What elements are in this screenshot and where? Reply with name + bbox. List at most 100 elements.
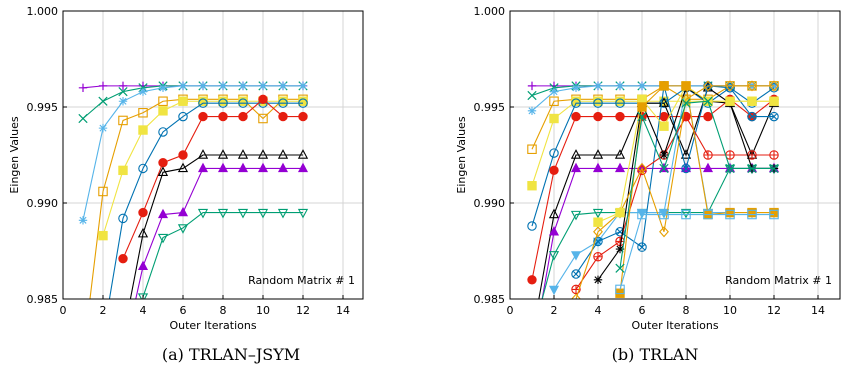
x-tick-label: 4 xyxy=(595,304,602,317)
data-point-s3-5 xyxy=(158,83,168,92)
series-group xyxy=(78,81,309,340)
chart-annotation: Random Matrix # 1 xyxy=(725,274,832,287)
series-line-18 xyxy=(619,100,774,269)
data-point-s10-3 xyxy=(570,210,582,221)
data-point-s5-10 xyxy=(278,96,288,106)
data-point-s18-6 xyxy=(725,163,735,174)
x-axis-label: Outer Iterations xyxy=(631,319,718,332)
data-point-s16-8 xyxy=(747,96,757,106)
data-point-s1-2 xyxy=(98,81,108,91)
series-group xyxy=(527,80,780,299)
data-point-s6-5 xyxy=(178,111,188,122)
data-point-s12-10 xyxy=(769,111,779,122)
data-point-s5-2 xyxy=(549,113,559,124)
data-point-s3-7 xyxy=(198,81,208,91)
data-point-s6-1 xyxy=(527,221,537,231)
data-point-s13-2 xyxy=(593,252,603,262)
data-point-s2-2 xyxy=(98,96,108,106)
data-point-s15-7 xyxy=(703,80,713,92)
data-point-s17-7 xyxy=(747,207,757,218)
axis-ticks: 0 2 4 6 8 10 12 14 0.985 0.990 0.995 1.000 xyxy=(474,5,826,317)
data-point-s19-5 xyxy=(703,209,713,220)
data-point-s9-9 xyxy=(277,162,289,173)
data-point-s12-9 xyxy=(747,111,757,122)
data-point-s11-1 xyxy=(548,285,560,296)
data-point-s10-7 xyxy=(257,208,269,219)
data-point-s3-11 xyxy=(278,81,288,91)
series-line-2 xyxy=(82,85,303,119)
data-point-s1-1 xyxy=(78,83,88,92)
series-line-2 xyxy=(531,85,774,96)
caption-a: (a) TRLAN–JSYM xyxy=(161,345,301,364)
data-point-s8-8 xyxy=(257,149,269,159)
y-tick-label: 1.000 xyxy=(474,5,506,18)
y-tick-label: 0.985 xyxy=(474,293,506,306)
data-point-s6-4 xyxy=(593,98,603,108)
data-point-s6-11 xyxy=(298,98,308,108)
data-point-s5-5 xyxy=(615,96,625,106)
data-point-s6-3 xyxy=(138,163,148,174)
data-point-s4-2 xyxy=(549,96,559,106)
data-point-s19-4 xyxy=(681,209,691,220)
x-tick-label: 2 xyxy=(551,304,558,317)
series-line-10 xyxy=(541,167,774,299)
data-point-s4-1 xyxy=(527,144,537,154)
data-point-s13-8 xyxy=(725,150,735,160)
data-point-s2-3 xyxy=(118,87,128,97)
data-point-s10-1 xyxy=(137,293,149,299)
data-point-s19-1 xyxy=(615,284,625,295)
series-line-6 xyxy=(108,102,303,299)
data-point-s3-6 xyxy=(637,81,647,91)
data-point-s15-9 xyxy=(747,80,757,92)
x-tick-label: 6 xyxy=(180,304,187,317)
data-point-s4-3 xyxy=(118,115,128,126)
data-point-s10-8 xyxy=(680,208,692,219)
data-point-s7-8 xyxy=(258,94,268,105)
series-line-12 xyxy=(575,85,774,275)
series-line-8 xyxy=(538,86,775,299)
data-point-s3-3 xyxy=(571,83,581,92)
data-point-s17-4 xyxy=(681,81,691,91)
data-point-s10-10 xyxy=(724,164,736,175)
data-point-s9-10 xyxy=(297,162,309,173)
data-point-s17-3 xyxy=(659,81,669,91)
data-point-s3-9 xyxy=(238,81,248,91)
data-point-s5-4 xyxy=(158,106,168,116)
data-point-s9-3 xyxy=(570,162,582,173)
data-point-s8-4 xyxy=(177,162,189,173)
data-point-s10-6 xyxy=(237,208,249,219)
data-point-s10-3 xyxy=(177,224,189,234)
chart-panel-b: 0 2 4 6 8 10 12 14 0.985 0.990 0.995 1.000 Outer Ite… xyxy=(455,5,841,332)
data-point-s9-4 xyxy=(177,206,189,217)
data-point-s7-10 xyxy=(298,111,308,122)
data-point-s3-2 xyxy=(549,87,559,96)
data-point-s1-1 xyxy=(527,81,537,91)
series-line-9 xyxy=(135,167,303,299)
data-point-s10-5 xyxy=(217,208,229,219)
data-point-s7-7 xyxy=(659,111,669,122)
data-point-s15-8 xyxy=(725,80,735,92)
data-point-s14-2 xyxy=(615,244,625,254)
figure: 0 2 4 6 8 10 12 14 0.985 0.990 0.995 1.000 Outer Ite… xyxy=(8,5,841,340)
y-tick-label: 0.995 xyxy=(27,101,59,114)
data-point-s9-9 xyxy=(702,162,714,173)
data-point-s10-9 xyxy=(297,208,309,219)
data-point-s7-9 xyxy=(278,111,288,122)
data-point-s18-2 xyxy=(637,111,647,122)
data-point-s5-3 xyxy=(138,125,148,135)
data-point-s8-2 xyxy=(548,208,560,219)
data-point-s16-1 xyxy=(593,217,603,227)
data-point-s7-4 xyxy=(178,150,188,160)
data-point-s9-2 xyxy=(548,226,560,236)
data-point-s9-3 xyxy=(157,208,169,219)
data-point-s4-2 xyxy=(98,186,108,197)
data-point-s7-1 xyxy=(118,253,128,264)
chart-annotation: Random Matrix # 1 xyxy=(248,274,355,287)
data-point-s7-3 xyxy=(158,157,168,168)
y-tick-label: 0.990 xyxy=(474,197,506,210)
data-point-s11-6 xyxy=(658,208,670,219)
data-point-s12-1 xyxy=(571,269,581,279)
series-line-4 xyxy=(89,98,303,299)
data-point-s8-1 xyxy=(119,333,127,340)
data-point-s1-3 xyxy=(118,81,128,91)
